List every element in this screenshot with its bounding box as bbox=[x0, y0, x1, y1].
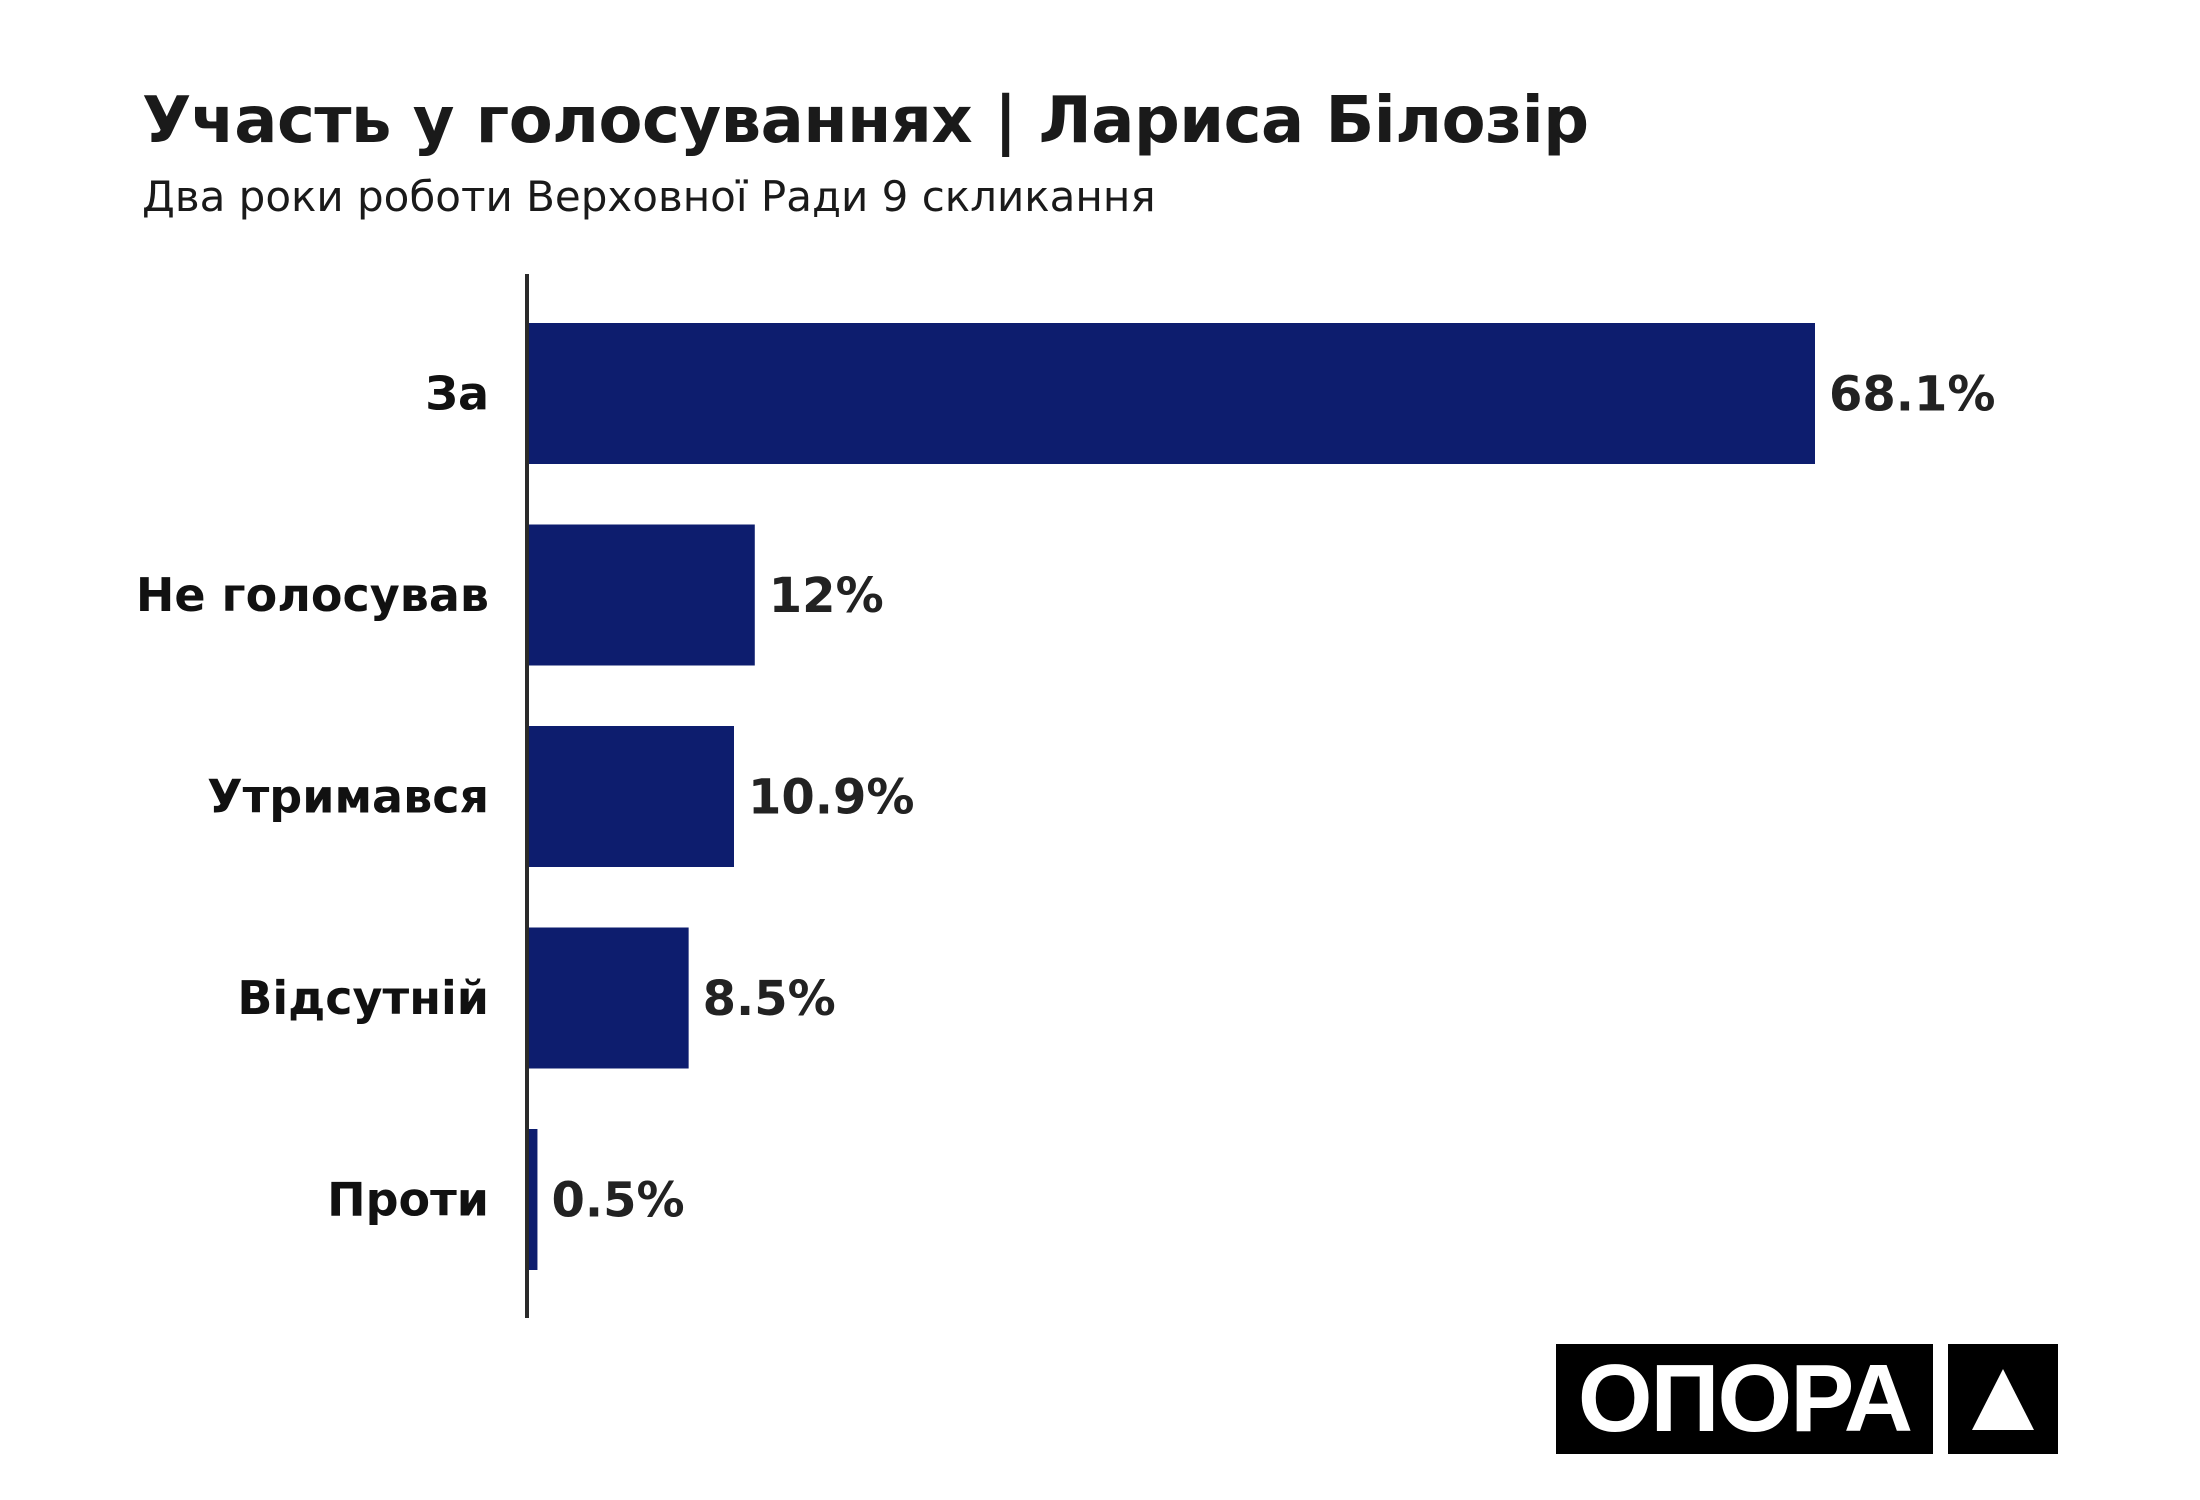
category-label: Не голосував bbox=[136, 568, 489, 622]
bar-0 bbox=[528, 323, 1815, 464]
value-label: 68.1% bbox=[1829, 367, 1996, 423]
category-label: За bbox=[425, 367, 489, 421]
category-label: Відсутній bbox=[237, 971, 489, 1025]
value-label: 0.5% bbox=[551, 1173, 684, 1229]
bar-3 bbox=[528, 927, 689, 1069]
value-label: 8.5% bbox=[703, 971, 836, 1027]
value-label: 12% bbox=[769, 568, 884, 624]
category-label: Утримався bbox=[207, 770, 489, 824]
value-label: 10.9% bbox=[748, 770, 915, 826]
category-label: Проти bbox=[327, 1173, 489, 1227]
bar-4 bbox=[528, 1129, 538, 1270]
chart-title: Участь у голосуваннях | Лариса Білозір bbox=[142, 84, 1589, 158]
bar-1 bbox=[528, 524, 755, 666]
chart-subtitle: Два роки роботи Верховної Ради 9 скликан… bbox=[142, 172, 1156, 221]
bar-2 bbox=[528, 726, 734, 867]
opora-logo: ОПОРА bbox=[1556, 1344, 1933, 1454]
opora-logo-triangle-icon bbox=[1948, 1344, 2058, 1454]
